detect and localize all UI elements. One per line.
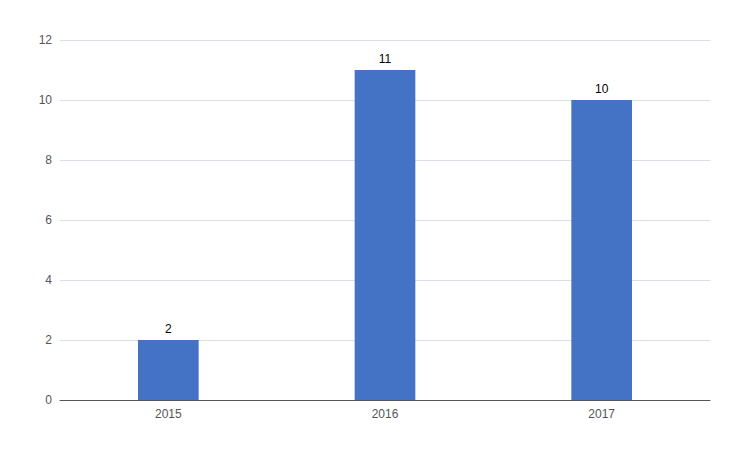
svg-text:10: 10 — [595, 82, 609, 96]
svg-text:2: 2 — [45, 333, 52, 347]
svg-text:2: 2 — [165, 322, 172, 336]
svg-text:6: 6 — [45, 213, 52, 227]
svg-text:2016: 2016 — [372, 407, 399, 421]
svg-text:2015: 2015 — [155, 407, 182, 421]
svg-text:10: 10 — [39, 93, 53, 107]
svg-text:8: 8 — [45, 153, 52, 167]
svg-text:0: 0 — [45, 393, 52, 407]
svg-text:11: 11 — [379, 52, 392, 66]
svg-text:12: 12 — [39, 33, 53, 47]
svg-text:4: 4 — [45, 273, 52, 287]
svg-text:2017: 2017 — [588, 407, 615, 421]
